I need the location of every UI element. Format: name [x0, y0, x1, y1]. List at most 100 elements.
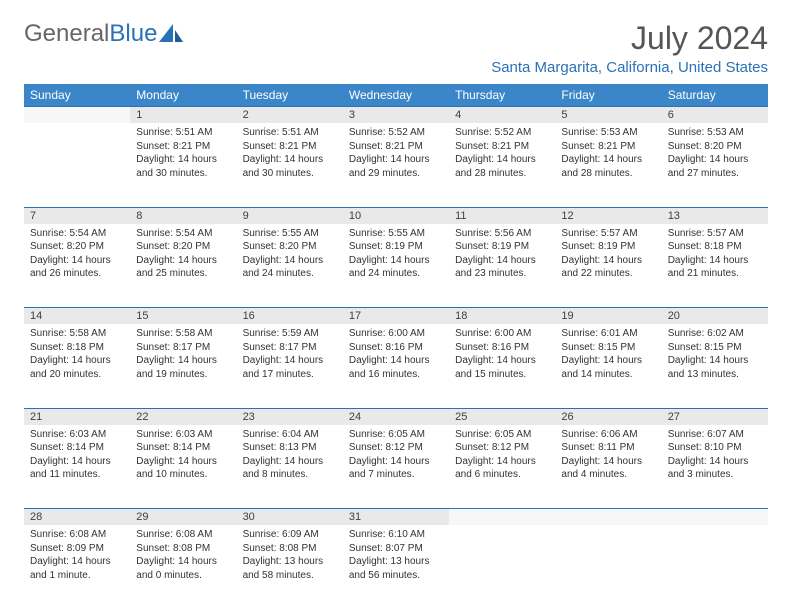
day-number-cell: 30: [237, 509, 343, 526]
day-content-row: Sunrise: 5:51 AMSunset: 8:21 PMDaylight:…: [24, 123, 768, 207]
daynum-row: 123456: [24, 107, 768, 124]
sunset-text: Sunset: 8:20 PM: [30, 240, 124, 254]
daylight-text: and 27 minutes.: [668, 167, 762, 181]
daynum-row: 14151617181920: [24, 308, 768, 325]
day-content-cell: Sunrise: 6:00 AMSunset: 8:16 PMDaylight:…: [343, 324, 449, 408]
sunset-text: Sunset: 8:07 PM: [349, 542, 443, 556]
sunrise-text: Sunrise: 5:51 AM: [136, 126, 230, 140]
weekday-header: Thursday: [449, 84, 555, 107]
sunset-text: Sunset: 8:11 PM: [561, 441, 655, 455]
logo: GeneralBlue: [24, 20, 185, 48]
sunrise-text: Sunrise: 5:51 AM: [243, 126, 337, 140]
daylight-text: and 21 minutes.: [668, 267, 762, 281]
day-number-cell: 23: [237, 408, 343, 425]
sunrise-text: Sunrise: 5:54 AM: [30, 227, 124, 241]
sunrise-text: Sunrise: 6:01 AM: [561, 327, 655, 341]
logo-text-part2: Blue: [109, 20, 157, 48]
daylight-text: and 29 minutes.: [349, 167, 443, 181]
day-number-cell: 13: [662, 207, 768, 224]
day-content-cell: Sunrise: 6:09 AMSunset: 8:08 PMDaylight:…: [237, 525, 343, 609]
daylight-text: and 24 minutes.: [349, 267, 443, 281]
daylight-text: Daylight: 14 hours: [136, 455, 230, 469]
daylight-text: and 23 minutes.: [455, 267, 549, 281]
sunset-text: Sunset: 8:17 PM: [136, 341, 230, 355]
sunrise-text: Sunrise: 6:07 AM: [668, 428, 762, 442]
day-number-cell: 10: [343, 207, 449, 224]
weekday-header: Sunday: [24, 84, 130, 107]
daylight-text: Daylight: 14 hours: [668, 254, 762, 268]
weekday-header: Monday: [130, 84, 236, 107]
sunset-text: Sunset: 8:18 PM: [30, 341, 124, 355]
daylight-text: Daylight: 14 hours: [30, 555, 124, 569]
day-number-cell: 17: [343, 308, 449, 325]
day-number-cell: 6: [662, 107, 768, 124]
daylight-text: Daylight: 14 hours: [243, 354, 337, 368]
daylight-text: and 8 minutes.: [243, 468, 337, 482]
daylight-text: Daylight: 14 hours: [455, 254, 549, 268]
day-number-cell: 5: [555, 107, 661, 124]
sunrise-text: Sunrise: 5:52 AM: [455, 126, 549, 140]
daylight-text: and 58 minutes.: [243, 569, 337, 583]
sunrise-text: Sunrise: 6:06 AM: [561, 428, 655, 442]
sunrise-text: Sunrise: 6:09 AM: [243, 528, 337, 542]
daylight-text: Daylight: 14 hours: [561, 354, 655, 368]
day-content-row: Sunrise: 6:08 AMSunset: 8:09 PMDaylight:…: [24, 525, 768, 609]
weekday-header: Tuesday: [237, 84, 343, 107]
day-content-cell: Sunrise: 5:57 AMSunset: 8:18 PMDaylight:…: [662, 224, 768, 308]
day-content-cell: Sunrise: 5:52 AMSunset: 8:21 PMDaylight:…: [449, 123, 555, 207]
daylight-text: and 22 minutes.: [561, 267, 655, 281]
weekday-header: Friday: [555, 84, 661, 107]
day-content-cell: Sunrise: 5:58 AMSunset: 8:17 PMDaylight:…: [130, 324, 236, 408]
day-number-cell: 18: [449, 308, 555, 325]
sunrise-text: Sunrise: 6:00 AM: [349, 327, 443, 341]
sunrise-text: Sunrise: 5:59 AM: [243, 327, 337, 341]
sunset-text: Sunset: 8:08 PM: [243, 542, 337, 556]
day-number-cell: 14: [24, 308, 130, 325]
daylight-text: Daylight: 13 hours: [349, 555, 443, 569]
sunrise-text: Sunrise: 6:08 AM: [30, 528, 124, 542]
day-number-cell: 19: [555, 308, 661, 325]
day-number-cell: 11: [449, 207, 555, 224]
day-content-cell: Sunrise: 5:59 AMSunset: 8:17 PMDaylight:…: [237, 324, 343, 408]
sunset-text: Sunset: 8:10 PM: [668, 441, 762, 455]
daylight-text: Daylight: 14 hours: [349, 153, 443, 167]
daylight-text: Daylight: 14 hours: [668, 153, 762, 167]
sunrise-text: Sunrise: 5:53 AM: [561, 126, 655, 140]
sunrise-text: Sunrise: 5:54 AM: [136, 227, 230, 241]
daylight-text: Daylight: 14 hours: [668, 455, 762, 469]
sunset-text: Sunset: 8:21 PM: [561, 140, 655, 154]
daylight-text: and 1 minute.: [30, 569, 124, 583]
sunset-text: Sunset: 8:19 PM: [561, 240, 655, 254]
day-number-cell: 31: [343, 509, 449, 526]
location-subtitle: Santa Margarita, California, United Stat…: [491, 59, 768, 76]
day-content-row: Sunrise: 5:54 AMSunset: 8:20 PMDaylight:…: [24, 224, 768, 308]
day-number-cell: 4: [449, 107, 555, 124]
daylight-text: Daylight: 14 hours: [561, 254, 655, 268]
day-number-cell: 24: [343, 408, 449, 425]
day-number-cell: 15: [130, 308, 236, 325]
daylight-text: Daylight: 14 hours: [561, 153, 655, 167]
daylight-text: and 28 minutes.: [455, 167, 549, 181]
day-number-cell: 22: [130, 408, 236, 425]
daylight-text: Daylight: 14 hours: [243, 153, 337, 167]
daylight-text: Daylight: 14 hours: [243, 254, 337, 268]
sunset-text: Sunset: 8:15 PM: [668, 341, 762, 355]
daylight-text: Daylight: 14 hours: [30, 254, 124, 268]
logo-text-part1: General: [24, 20, 109, 48]
daylight-text: and 24 minutes.: [243, 267, 337, 281]
day-content-cell: Sunrise: 5:51 AMSunset: 8:21 PMDaylight:…: [237, 123, 343, 207]
day-content-cell: Sunrise: 6:10 AMSunset: 8:07 PMDaylight:…: [343, 525, 449, 609]
day-content-cell: Sunrise: 5:53 AMSunset: 8:20 PMDaylight:…: [662, 123, 768, 207]
day-content-row: Sunrise: 5:58 AMSunset: 8:18 PMDaylight:…: [24, 324, 768, 408]
sunset-text: Sunset: 8:20 PM: [243, 240, 337, 254]
daylight-text: Daylight: 14 hours: [349, 354, 443, 368]
daylight-text: and 16 minutes.: [349, 368, 443, 382]
daylight-text: and 56 minutes.: [349, 569, 443, 583]
day-number-cell: 29: [130, 509, 236, 526]
day-content-cell: Sunrise: 6:00 AMSunset: 8:16 PMDaylight:…: [449, 324, 555, 408]
daynum-row: 28293031: [24, 509, 768, 526]
daylight-text: Daylight: 13 hours: [243, 555, 337, 569]
sunset-text: Sunset: 8:08 PM: [136, 542, 230, 556]
day-content-cell: Sunrise: 5:57 AMSunset: 8:19 PMDaylight:…: [555, 224, 661, 308]
day-content-cell: Sunrise: 5:54 AMSunset: 8:20 PMDaylight:…: [24, 224, 130, 308]
